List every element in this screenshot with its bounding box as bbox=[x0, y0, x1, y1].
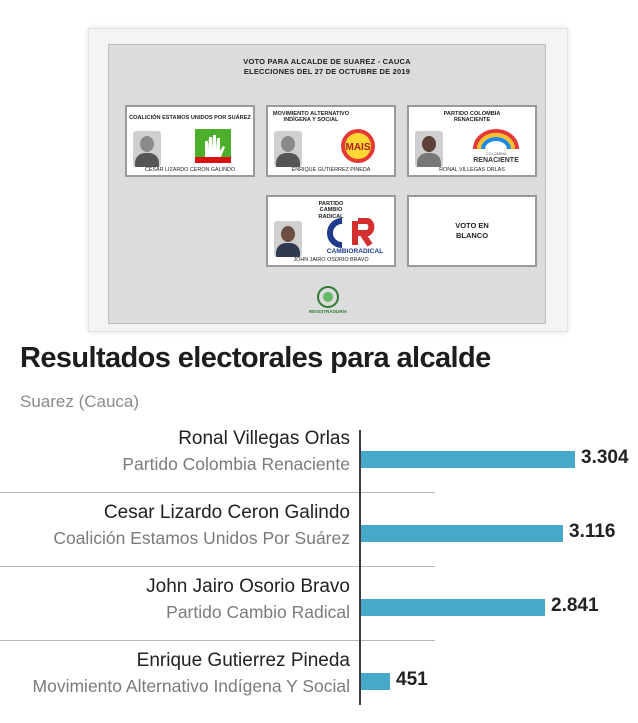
ballot-candidate-osorio: PARTIDO CAMBIO RADICAL CAMBIORADICAL JOH… bbox=[266, 195, 396, 267]
cambio-radical-logo-icon: CAMBIORADICAL bbox=[327, 218, 383, 255]
chart-axis-line bbox=[359, 430, 361, 705]
candidate-name-label: Enrique Gutierrez Pineda bbox=[136, 650, 350, 671]
renaciente-logo-icon: COLOMBIA RENACIENTE bbox=[473, 129, 519, 164]
svg-text:CAMBIORADICAL: CAMBIORADICAL bbox=[327, 248, 383, 255]
candidate-name-label: John Jairo Osorio Bravo bbox=[146, 576, 350, 597]
candidate-name-label: Cesar Lizardo Ceron Galindo bbox=[103, 502, 350, 523]
chart-row: Cesar Lizardo Ceron Galindo Coalición Est… bbox=[0, 498, 638, 574]
vote-bar bbox=[361, 451, 575, 468]
ballot-candidate-ceron: COALICIÓN ESTAMOS UNIDOS POR SUÁREZ CESA… bbox=[125, 105, 255, 177]
ballot-blank-vote: VOTO EN BLANCO bbox=[407, 195, 537, 267]
party-name-label: Coalición Estamos Unidos Por Suárez bbox=[53, 528, 350, 548]
svg-text:RENACIENTE: RENACIENTE bbox=[473, 157, 519, 164]
ballot-party-label: PARTIDO CAMBIO RADICAL bbox=[318, 201, 344, 220]
row-separator bbox=[0, 566, 435, 567]
vote-value-label: 3.304 bbox=[581, 447, 629, 468]
chart-row: John Jairo Osorio Bravo Partido Cambio Ra… bbox=[0, 572, 638, 648]
ballot-party-label: PARTIDO COLOMBIA RENACIENTE bbox=[443, 111, 501, 124]
ballot-party-label: COALICIÓN ESTAMOS UNIDOS POR SUÁREZ bbox=[129, 115, 251, 121]
ballot-candidate-gutierrez: MOVIMIENTO ALTERNATIVO INDÍGENA Y SOCIAL… bbox=[266, 105, 396, 177]
vote-bar bbox=[361, 525, 563, 542]
candidate-photo bbox=[415, 131, 443, 167]
chart-title: Resultados electorales para alcalde bbox=[20, 342, 491, 374]
party-name-label: Partido Cambio Radical bbox=[166, 602, 350, 622]
hand-logo-icon bbox=[195, 129, 231, 163]
party-name-label: Movimiento Alternativo Indígena Y Social bbox=[32, 676, 350, 696]
row-separator bbox=[0, 492, 435, 493]
row-separator bbox=[0, 640, 435, 641]
ballot-image: VOTO PARA ALCALDE DE SUAREZ - CAUCA ELEC… bbox=[108, 44, 546, 324]
vote-value-label: 3.116 bbox=[569, 521, 616, 542]
vote-value-label: 451 bbox=[396, 669, 428, 690]
candidate-photo bbox=[133, 131, 161, 167]
chart-row: Ronal Villegas Orlas Partido Colombia Ren… bbox=[0, 424, 638, 500]
registry-label: REGISTRADURÍA bbox=[308, 309, 348, 314]
ballot-party-label: MOVIMIENTO ALTERNATIVO INDÍGENA Y SOCIAL bbox=[272, 111, 350, 124]
candidate-name-label: Ronal Villegas Orlas bbox=[178, 428, 350, 449]
vote-bar bbox=[361, 673, 390, 690]
chart-subtitle: Suarez (Cauca) bbox=[20, 392, 140, 411]
vote-value-label: 2.841 bbox=[551, 595, 599, 616]
vote-bar bbox=[361, 599, 545, 616]
candidate-photo bbox=[274, 131, 302, 167]
ballot-candidate-name: RONAL VILLEGAS ORLAS bbox=[439, 167, 505, 173]
party-name-label: Partido Colombia Renaciente bbox=[122, 454, 350, 474]
chart-row: Enrique Gutierrez Pineda Movimiento Alter… bbox=[0, 646, 638, 722]
svg-text:COLOMBIA: COLOMBIA bbox=[485, 151, 506, 156]
ballot-candidate-name: JOHN JAIRO OSORIO BRAVO bbox=[293, 257, 369, 263]
svg-text:MAIS: MAIS bbox=[346, 142, 371, 153]
ballot-title-line1: VOTO PARA ALCALDE DE SUAREZ - CAUCA bbox=[243, 57, 411, 66]
registry-seal-icon bbox=[317, 286, 339, 308]
ballot-candidate-name: ENRIQUE GUTIERREZ PINEDA bbox=[291, 167, 371, 173]
mais-logo-icon: MAIS bbox=[341, 129, 375, 163]
candidate-photo bbox=[274, 221, 302, 257]
ballot-candidate-name: CESAR LIZARDO CERON GALINDO bbox=[144, 167, 236, 173]
registry-logo: REGISTRADURÍA bbox=[307, 285, 349, 319]
ballot-title-line2: ELECCIONES DEL 27 DE OCTUBRE DE 2019 bbox=[243, 67, 411, 76]
ballot-candidate-villegas: PARTIDO COLOMBIA RENACIENTE COLOMBIA REN… bbox=[407, 105, 537, 177]
